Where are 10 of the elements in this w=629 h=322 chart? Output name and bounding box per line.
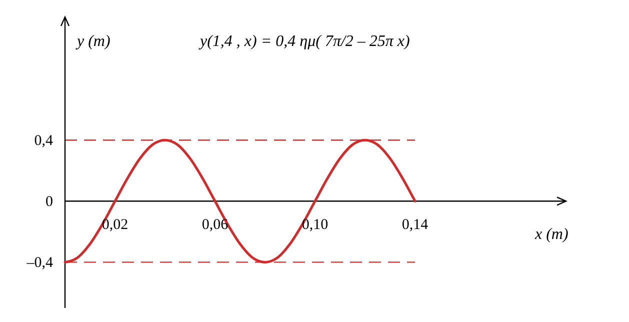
x-axis-title: x (m) (534, 226, 568, 244)
y-tick-label: 0 (46, 194, 53, 210)
y-tick-label: –0,4 (26, 255, 54, 272)
x-tick-label: 0,06 (202, 217, 229, 234)
x-tick-label: 0,14 (402, 217, 429, 234)
x-tick-label: 0,02 (102, 217, 128, 234)
text: y(1,4 , x) = 0,4 ημ( 7π/2 – 25π x) (198, 33, 410, 50)
x-tick-label: 0,10 (302, 217, 328, 234)
y-tick-label: 0,4 (34, 133, 54, 150)
y-axis-title: y (m) (75, 33, 110, 50)
